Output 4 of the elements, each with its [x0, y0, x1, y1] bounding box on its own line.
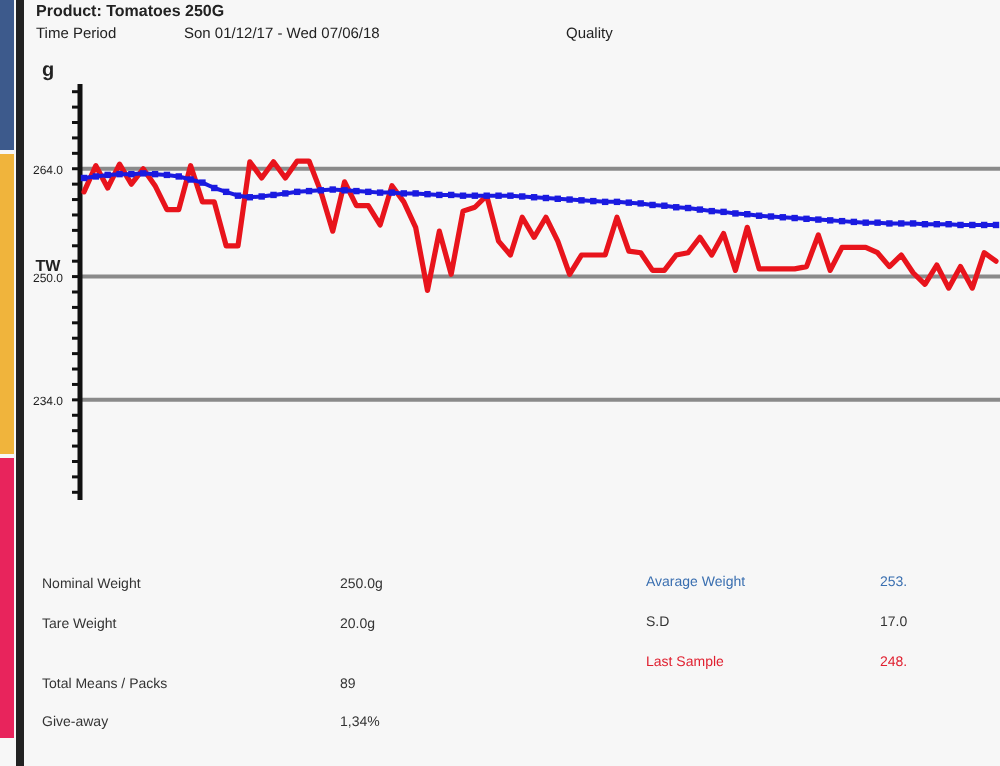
line-series: [81, 158, 999, 294]
chart-title: Product: Tomatoes 250G: [36, 2, 225, 20]
y-axis-title: g: [41, 60, 55, 82]
ref-line-label: TW: [35, 256, 62, 275]
